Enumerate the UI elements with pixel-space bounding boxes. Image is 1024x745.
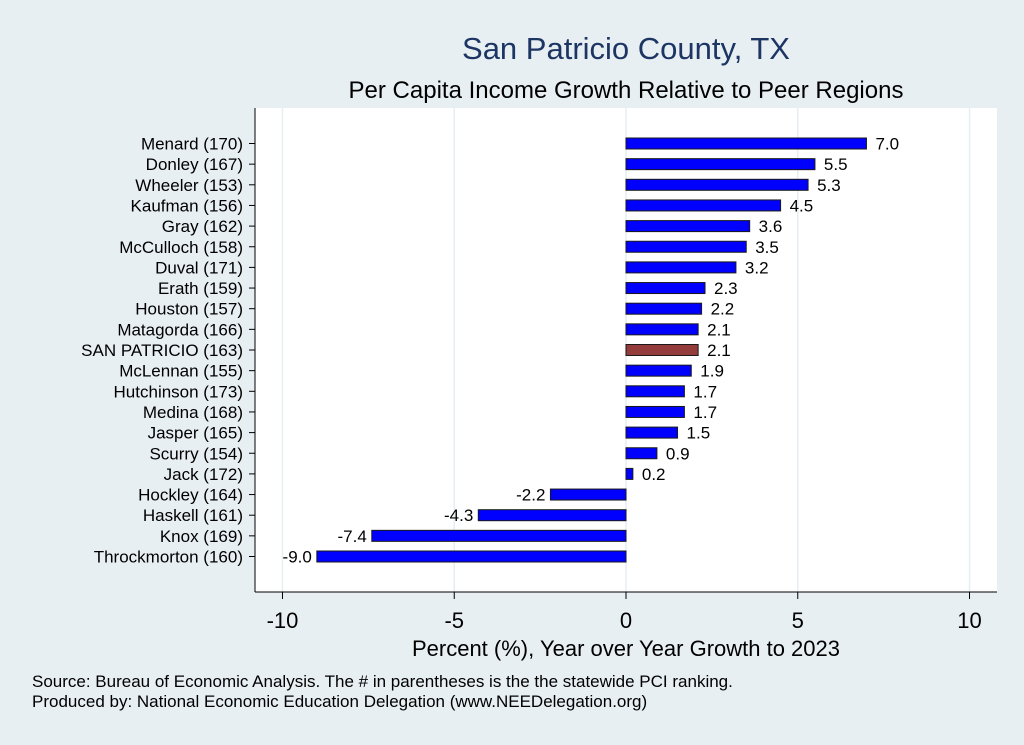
- category-label: Jasper (165): [148, 424, 243, 443]
- category-label: Wheeler (153): [135, 176, 243, 195]
- bar-value-label: 2.2: [711, 300, 735, 319]
- bar: [625, 405, 685, 418]
- bar: [625, 178, 809, 191]
- bar-value-label: -9.0: [283, 548, 312, 567]
- bar-value-label: 2.1: [707, 341, 731, 360]
- category-label: Hutchinson (173): [114, 382, 243, 401]
- category-label: Jack (172): [164, 465, 243, 484]
- bar-value-label: 1.7: [693, 382, 717, 401]
- bar-value-label: -2.2: [516, 486, 545, 505]
- x-axis-ticks: -10 -5 0 5 10: [249, 143, 982, 633]
- bar-value-label: 4.5: [790, 196, 814, 215]
- bar-value-label: 5.3: [817, 176, 841, 195]
- bar-value-label: -4.3: [444, 506, 473, 525]
- bar-value-label: 3.6: [759, 217, 783, 236]
- category-label: Duval (171): [155, 258, 243, 277]
- bar-value-label: 3.5: [755, 238, 779, 257]
- category-label: Scurry (154): [149, 444, 243, 463]
- bar: [625, 158, 816, 171]
- bar-value-label: 1.9: [700, 362, 724, 381]
- bar-value-label: 1.5: [687, 424, 711, 443]
- bar: [625, 261, 737, 274]
- bar: [316, 550, 627, 563]
- bar-value-label: 0.9: [666, 444, 690, 463]
- x-tick-label: -5: [444, 608, 464, 633]
- bar-value-label: 2.1: [707, 320, 731, 339]
- category-label: Erath (159): [158, 279, 243, 298]
- bar-value-label: -7.4: [337, 527, 366, 546]
- category-label: SAN PATRICIO (163): [81, 341, 243, 360]
- x-axis-title: Percent (%), Year over Year Growth to 20…: [412, 636, 840, 661]
- chart-title: San Patricio County, TX: [462, 31, 790, 66]
- bar: [625, 240, 747, 253]
- x-tick-label: -10: [267, 608, 299, 633]
- bar: [625, 385, 685, 398]
- bar: [625, 323, 699, 336]
- source-note: Source: Bureau of Economic Analysis. The…: [32, 672, 733, 691]
- category-label: McLennan (155): [119, 362, 243, 381]
- y-axis-category-labels: Menard (170)Donley (167) Wheeler (153)Kau…: [81, 135, 243, 567]
- produced-by-note: Produced by: National Economic Education…: [32, 692, 648, 711]
- category-label: Hockley (164): [138, 486, 243, 505]
- category-label: Knox (169): [160, 527, 243, 546]
- bar: [625, 137, 867, 150]
- bar-value-label: 2.3: [714, 279, 738, 298]
- bar: [625, 426, 679, 439]
- category-label: Medina (168): [143, 403, 243, 422]
- bar: [625, 447, 658, 460]
- bar-value-label: 0.2: [642, 465, 666, 484]
- bar: [371, 529, 627, 542]
- bar: [625, 282, 706, 295]
- category-label: Menard (170): [141, 135, 243, 154]
- bar: [625, 302, 703, 315]
- bar: [477, 509, 627, 522]
- bar: [625, 220, 751, 233]
- x-tick-label: 5: [792, 608, 804, 633]
- category-label: Haskell (161): [143, 506, 243, 525]
- category-label: Donley (167): [146, 155, 243, 174]
- category-label: Gray (162): [162, 217, 243, 236]
- category-label: Kaufman (156): [131, 196, 243, 215]
- x-tick-label: 10: [957, 608, 981, 633]
- bar: [625, 364, 692, 377]
- bar: [625, 199, 782, 212]
- bars: 7.05.55.34.53.63.53.22.32.22.12.11.91.71…: [283, 135, 900, 567]
- bar-value-label: 7.0: [875, 135, 899, 154]
- bar: [549, 488, 627, 501]
- category-label: Throckmorton (160): [94, 548, 243, 567]
- bar-value-label: 3.2: [745, 258, 769, 277]
- category-label: Houston (157): [135, 300, 243, 319]
- bar: [625, 467, 634, 480]
- chart-subtitle: Per Capita Income Growth Relative to Pee…: [349, 77, 904, 104]
- category-label: McCulloch (158): [119, 238, 243, 257]
- bar-value-label: 5.5: [824, 155, 848, 174]
- bar-value-label: 1.7: [693, 403, 717, 422]
- category-label: Matagorda (166): [117, 320, 243, 339]
- x-tick-label: 0: [620, 608, 632, 633]
- bar: [625, 344, 699, 356]
